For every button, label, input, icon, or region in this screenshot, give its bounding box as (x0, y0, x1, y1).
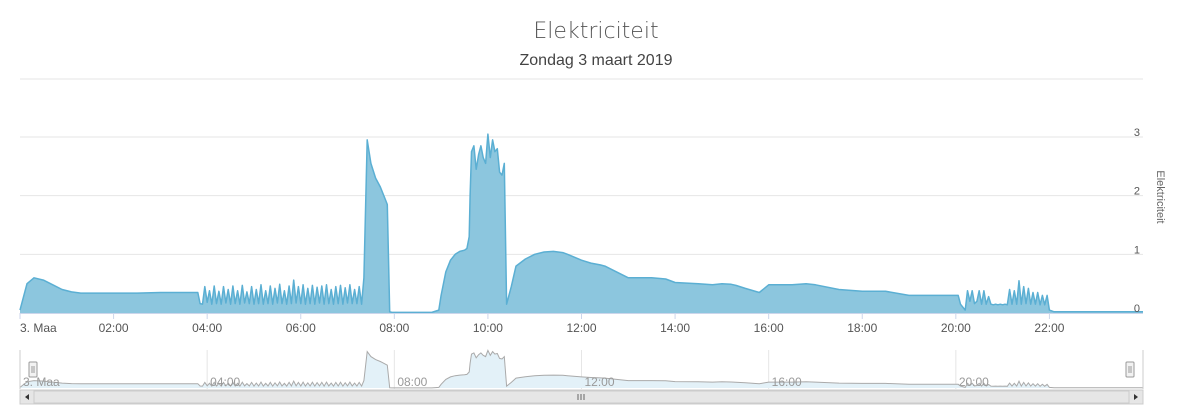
chart-title: Elektriciteit (533, 19, 658, 44)
navigator-tick-label: 16:00 (772, 375, 802, 389)
navigator-line (19, 349, 1143, 389)
x-tick-label: 18:00 (847, 321, 877, 335)
x-tick-label: 04:00 (192, 321, 222, 335)
x-tick-label: 20:00 (941, 321, 971, 335)
navigator-ticks: 3. Maa 04:00 08:00 12:00 16:00 20:00 (23, 375, 989, 389)
y-tick-label: 3 (1134, 127, 1140, 139)
x-tick-label: 02:00 (99, 321, 129, 335)
scrollbar-grip-icon (577, 394, 585, 400)
navigator-handle-left[interactable] (28, 361, 38, 378)
navigator-tick-label: 12:00 (585, 375, 615, 389)
series-area (20, 134, 1143, 313)
chart-subtitle: Zondag 3 maart 2019 (520, 52, 673, 69)
y-tick-label: 1 (1134, 244, 1140, 256)
x-tick-label: 16:00 (754, 321, 784, 335)
x-tick-label: 06:00 (286, 321, 316, 335)
series-line (19, 133, 1143, 314)
navigator-tick-label: 3. Maa (23, 375, 60, 389)
y-tick-label: 0 (1134, 303, 1140, 315)
navigator-tick-label: 08:00 (397, 375, 427, 389)
x-tick-label: 08:00 (379, 321, 409, 335)
scrollbar[interactable] (19, 389, 1144, 405)
navigator-series (19, 349, 1143, 389)
navigator-tick-label: 04:00 (210, 375, 240, 389)
x-tick-label: 22:00 (1034, 321, 1064, 335)
navigator-handle-right[interactable] (1125, 361, 1135, 378)
arrow-right-icon (1134, 394, 1138, 400)
y-axis-label: Elektriciteit (1154, 170, 1166, 223)
x-tick-label: 14:00 (660, 321, 690, 335)
y-axis: 0 1 2 3 (1134, 127, 1140, 315)
grid-lines (20, 136, 1143, 255)
arrow-left-icon (25, 394, 29, 400)
y-tick-label: 2 (1134, 186, 1140, 198)
x-tick-label: 12:00 (566, 321, 596, 335)
x-tick-label: 3. Maa (20, 321, 57, 335)
navigator-tick-label: 20:00 (959, 375, 989, 389)
x-axis: 3. Maa 02:00 04:00 06:00 08:00 10:00 12:00 14:0… (19, 313, 1143, 335)
plot-area (19, 133, 1143, 314)
x-tick-label: 10:00 (473, 321, 503, 335)
navigator[interactable]: 3. Maa 04:00 08:00 12:00 16:00 20:00 (19, 349, 1144, 389)
